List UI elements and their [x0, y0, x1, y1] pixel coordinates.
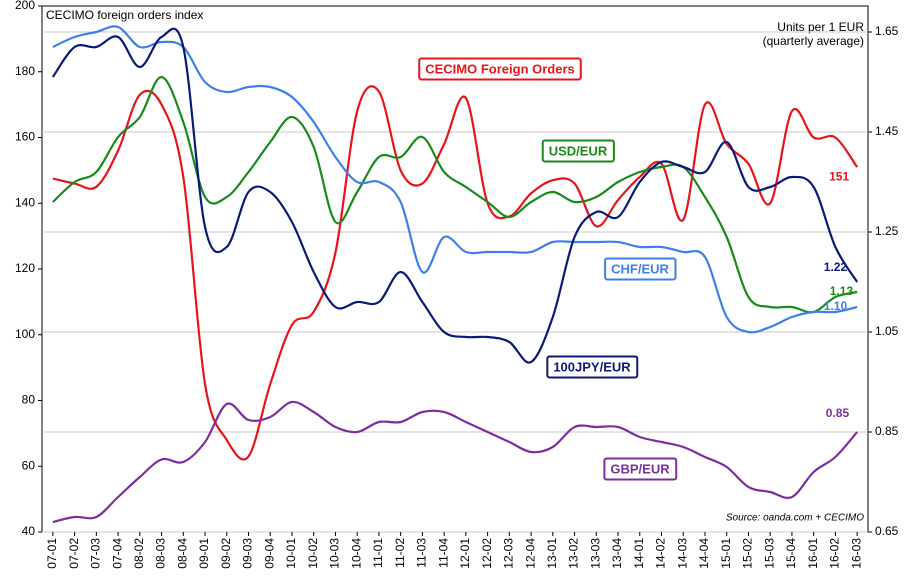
end-label: 1.22 — [824, 260, 848, 274]
x-tick-label: 09-01 — [197, 538, 211, 569]
x-tick-label: 15-02 — [741, 538, 755, 569]
y2-tick-label: 1.25 — [875, 224, 899, 238]
end-label: 1.13 — [830, 284, 854, 298]
x-tick-label: 13-03 — [588, 538, 602, 569]
y2-tick-label: 1.45 — [875, 124, 899, 138]
x-tick-label: 14-03 — [675, 538, 689, 569]
x-tick-label: 07-01 — [45, 538, 59, 569]
y-tick-label: 200 — [15, 0, 35, 12]
series-box — [603, 457, 678, 481]
x-tick-label: 13-04 — [610, 538, 624, 569]
x-tick-label: 11-03 — [415, 538, 429, 568]
end-label: 1.10 — [824, 299, 848, 313]
series-label: 100JPY/EUR — [546, 355, 639, 379]
x-tick-label: 13-01 — [545, 538, 559, 569]
y-tick-label: 140 — [15, 195, 35, 209]
x-tick-label: 07-04 — [110, 538, 124, 569]
series-line — [51, 27, 859, 364]
left-axis-title: CECIMO foreign orders index — [46, 8, 203, 22]
series-label: USD/EUR — [541, 139, 615, 163]
series-box — [541, 139, 615, 163]
x-tick-label: 14-02 — [654, 538, 668, 569]
x-tick-label: 15-03 — [762, 538, 776, 569]
y-tick-label: 80 — [22, 393, 36, 407]
series-name: USD/EUR — [549, 143, 608, 158]
x-tick-label: 12-04 — [523, 538, 537, 569]
series-name: GBP/EUR — [610, 461, 670, 476]
y-tick-label: 160 — [15, 130, 35, 144]
x-tick-label: 16-03 — [849, 538, 863, 569]
x-tick-label: 14-04 — [697, 538, 711, 569]
x-tick-label: 10-01 — [284, 538, 298, 569]
series-box — [546, 355, 639, 379]
y-tick-label: 120 — [15, 261, 35, 275]
x-tick-label: 12-01 — [458, 538, 472, 569]
series-name: CECIMO Foreign Orders — [425, 61, 575, 76]
y2-tick-label: 1.65 — [875, 24, 899, 38]
x-tick-label: 12-02 — [480, 538, 494, 569]
y-tick-label: 60 — [22, 458, 36, 472]
x-tick-label: 09-02 — [219, 538, 233, 569]
y2-tick-label: 1.05 — [875, 324, 899, 338]
x-tick-label: 10-03 — [328, 538, 342, 569]
x-tick-label: 07-02 — [67, 538, 81, 569]
series-name: 100JPY/EUR — [553, 359, 631, 374]
series-box — [418, 57, 582, 81]
series-box — [604, 257, 677, 281]
y2-tick-label: 0.85 — [875, 424, 899, 438]
x-tick-label: 08-04 — [175, 538, 189, 569]
y-tick-label: 100 — [15, 327, 35, 341]
series-line — [52, 75, 858, 314]
y-tick-label: 40 — [22, 524, 36, 538]
x-tick-label: 15-01 — [719, 538, 733, 569]
y2-tick-label: 0.65 — [875, 524, 899, 538]
end-label: 151 — [829, 169, 849, 183]
x-tick-label: 15-04 — [784, 538, 798, 569]
series-label: CECIMO Foreign Orders — [418, 57, 582, 81]
x-tick-label: 11-01 — [371, 538, 385, 568]
source-note: Source: oanda.com + CECIMO — [726, 513, 864, 524]
series-line — [52, 85, 859, 461]
x-tick-label: 11-02 — [393, 538, 407, 568]
right-axis-title: (quarterly average) — [763, 34, 864, 48]
x-tick-label: 08-03 — [154, 538, 168, 569]
x-tick-label: 12-03 — [502, 538, 516, 569]
x-tick-label: 16-01 — [806, 538, 820, 569]
series-line — [52, 400, 858, 524]
series-line — [52, 25, 858, 334]
x-tick-label: 08-02 — [132, 538, 146, 569]
plot-frame — [41, 5, 869, 533]
right-axis-title: Units per 1 EUR — [777, 20, 864, 34]
end-label: 0.85 — [826, 406, 850, 420]
x-tick-label: 09-03 — [241, 538, 255, 569]
series-label: CHF/EUR — [604, 257, 677, 281]
x-tick-label: 07-03 — [89, 538, 103, 569]
x-tick-label: 10-02 — [306, 538, 320, 569]
x-tick-label: 16-02 — [828, 538, 842, 569]
x-tick-label: 14-01 — [632, 538, 646, 569]
series-label: GBP/EUR — [603, 457, 678, 481]
x-tick-label: 13-02 — [567, 538, 581, 569]
x-tick-label: 10-04 — [349, 538, 363, 569]
x-tick-label: 11-04 — [436, 538, 450, 568]
series-name: CHF/EUR — [611, 261, 669, 276]
y-tick-label: 180 — [15, 64, 35, 78]
x-tick-label: 09-04 — [262, 538, 276, 569]
